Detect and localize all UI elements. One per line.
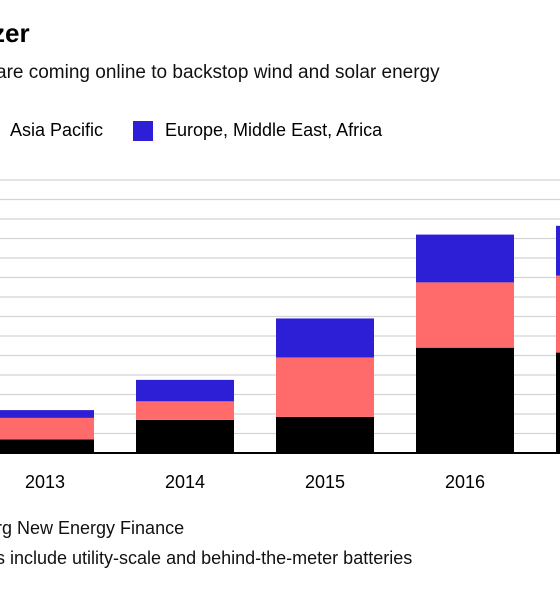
bar-2014-series-1 <box>136 401 234 420</box>
legend-label-emea: Europe, Middle East, Africa <box>165 120 383 140</box>
bar-2014-series-0 <box>136 419 234 453</box>
bar-2016-series-2 <box>416 234 514 283</box>
chart-subtitle: are coming online to backstop wind and s… <box>0 62 440 83</box>
bar-2013-series-0 <box>0 439 94 453</box>
bar-2014-series-2 <box>136 379 234 402</box>
x-tick-label-2014: 2014 <box>165 472 205 492</box>
bar-2017-series-0 <box>556 352 560 453</box>
bar-2017-series-2 <box>556 225 560 276</box>
bar-2015-series-1 <box>276 357 374 417</box>
footnote: s include utility-scale and behind-the-m… <box>0 548 413 568</box>
legend-label-asia-pacific: Asia Pacific <box>10 120 104 140</box>
source-note: rg New Energy Finance <box>0 518 185 538</box>
chart-title: zer <box>0 18 30 48</box>
bar-2013-series-2 <box>0 410 94 418</box>
legend-item-emea: Europe, Middle East, Africa <box>133 120 382 141</box>
stacked-bar-chart: 20132014201520162017 <box>0 179 560 492</box>
bar-2016-series-0 <box>416 347 514 453</box>
bar-2016-series-1 <box>416 282 514 348</box>
x-tick-label-2016: 2016 <box>445 472 485 492</box>
bar-2015-series-0 <box>276 416 374 453</box>
x-tick-label-2013: 2013 <box>25 472 65 492</box>
bar-2015-series-2 <box>276 318 374 358</box>
x-tick-label-2015: 2015 <box>305 472 345 492</box>
legend-swatch-emea <box>133 120 153 141</box>
legend-item-asia-pacific: Asia Pacific <box>10 120 103 141</box>
bar-2017-series-1 <box>556 275 560 353</box>
bar-2013-series-1 <box>0 417 94 440</box>
